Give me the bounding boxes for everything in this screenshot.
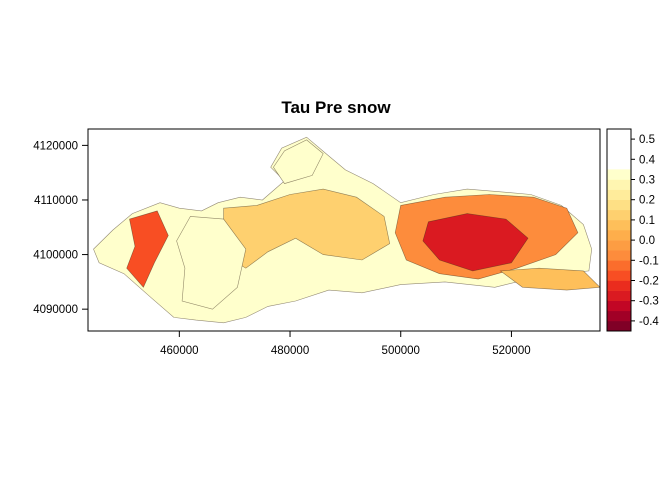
legend-swatch — [607, 230, 631, 241]
y-tick-label: 4100000 — [33, 250, 78, 262]
legend-swatch — [607, 240, 631, 251]
legend-swatch — [607, 260, 631, 271]
chart-title: Tau Pre snow — [281, 98, 391, 117]
legend-tick-label: -0.4 — [639, 316, 659, 328]
legend-swatch — [607, 250, 631, 261]
legend-swatch — [607, 189, 631, 200]
y-tick-label: 4120000 — [33, 140, 78, 152]
legend-swatch — [607, 179, 631, 190]
y-tick-label: 4110000 — [34, 195, 78, 207]
legend-tick-label: 0.4 — [639, 154, 656, 166]
legend-tick-label: -0.2 — [639, 276, 659, 288]
x-tick-label: 460000 — [160, 345, 198, 357]
map-region-2 — [223, 188, 391, 269]
legend-swatch — [607, 300, 631, 312]
x-axis: 460000 480000 500000 520000 — [160, 331, 531, 357]
legend-swatch — [607, 199, 631, 211]
y-tick-label: 4090000 — [33, 304, 78, 316]
legend-tick-label: 0.1 — [639, 215, 655, 227]
legend-swatch — [607, 169, 631, 180]
legend-tick-label: 0.0 — [639, 235, 655, 247]
legend-tick-label: 0.3 — [639, 175, 655, 187]
y-axis: 4090000 4100000 4110000 4120000 — [33, 140, 88, 316]
map-region-5 — [126, 210, 169, 288]
map-layer — [93, 136, 600, 324]
legend-swatch — [607, 280, 631, 291]
x-tick-label: 500000 — [382, 345, 420, 357]
legend-swatch — [607, 209, 631, 221]
legend-tick-label: 0.2 — [639, 195, 655, 207]
legend-tick-label: -0.1 — [639, 255, 659, 267]
legend-frame — [606, 128, 632, 332]
legend-swatch — [607, 290, 631, 301]
legend-swatch — [607, 320, 631, 332]
plot-frame — [87, 128, 601, 332]
map-region-4 — [422, 213, 529, 272]
legend: -0.4 -0.3 -0.2 -0.1 0.0 0.1 0.2 0.3 0.4 0.5 — [606, 128, 659, 332]
map-region-8 — [499, 267, 600, 291]
legend-tick-label: 0.5 — [639, 134, 655, 146]
map-region-6 — [176, 216, 247, 310]
map-region-7 — [273, 139, 324, 184]
legend-tick-label: -0.3 — [639, 296, 659, 308]
x-tick-label: 520000 — [492, 345, 530, 357]
x-tick-label: 480000 — [271, 345, 309, 357]
legend-swatch — [607, 270, 631, 281]
legend-swatch — [607, 310, 631, 322]
legend-swatch — [607, 219, 631, 231]
